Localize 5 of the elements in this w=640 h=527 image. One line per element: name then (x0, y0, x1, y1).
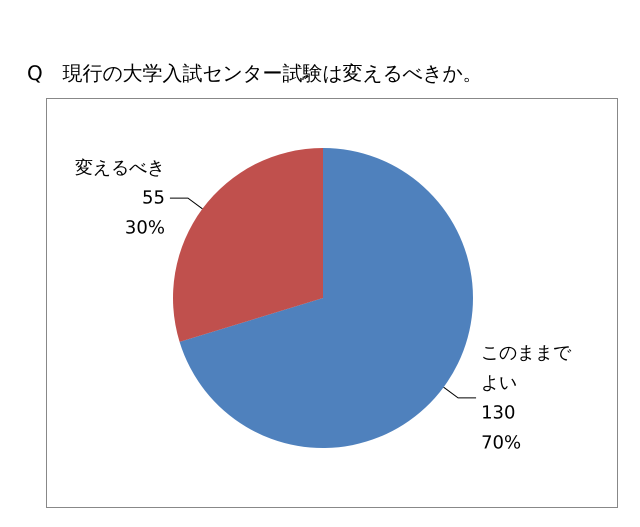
slice-label: このままでよい (481, 342, 572, 394)
chart-title: Q 現行の大学入試センター試験は変えるべきか。 (27, 61, 483, 85)
data-label: 55 30% (124, 188, 165, 239)
data-label: 130 70% (481, 402, 522, 454)
slice-label: 変えるべき (74, 158, 165, 179)
